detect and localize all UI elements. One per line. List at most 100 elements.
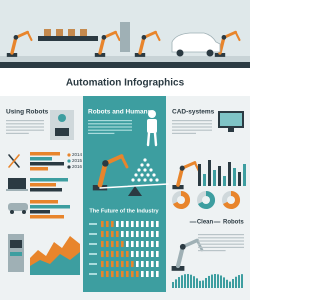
person-icon — [126, 231, 129, 237]
robot-joint — [179, 165, 185, 171]
person — [140, 163, 144, 167]
bar — [199, 280, 201, 288]
bar — [238, 172, 241, 186]
person — [146, 163, 150, 167]
text-placeholder — [6, 132, 29, 134]
tool — [8, 154, 20, 168]
person-icon — [106, 241, 109, 247]
bar — [208, 160, 211, 186]
person — [146, 173, 150, 177]
robot-leg — [146, 131, 151, 147]
floor — [0, 56, 250, 62]
person-icon — [131, 221, 134, 227]
person-icon — [101, 251, 104, 257]
laptop-base — [6, 189, 28, 191]
person-icon — [101, 271, 104, 277]
machine-part — [10, 252, 22, 256]
area — [30, 252, 80, 275]
year-placeholder — [89, 233, 97, 235]
bar — [220, 275, 222, 288]
robot-base — [94, 53, 106, 57]
bar — [172, 282, 174, 288]
person-icon — [156, 271, 159, 277]
person-icon — [116, 241, 119, 247]
person-icon — [101, 241, 104, 247]
person-icon — [151, 241, 154, 247]
person-icon — [136, 261, 139, 267]
bar — [228, 162, 231, 186]
text-placeholder — [6, 126, 44, 128]
wheel — [176, 49, 184, 57]
person-icon — [136, 221, 139, 227]
legend-dot — [67, 165, 71, 169]
person — [155, 178, 159, 182]
person-icon — [111, 251, 114, 257]
bar — [203, 174, 206, 186]
person-icon — [141, 271, 144, 277]
text-placeholder — [88, 132, 115, 134]
robot-leg — [153, 131, 158, 147]
bar — [30, 205, 70, 209]
box — [68, 29, 75, 36]
bar — [226, 279, 228, 288]
bar — [184, 274, 186, 288]
year-placeholder — [89, 273, 97, 275]
person-icon — [106, 261, 109, 267]
person-icon — [141, 221, 144, 227]
page: Automation Infographics Using Robots 2014 2… — [0, 0, 250, 300]
bar — [217, 274, 219, 288]
section-title: The Future of the Industry — [89, 208, 159, 214]
person-icon — [101, 231, 104, 237]
bar — [235, 276, 237, 288]
bar — [175, 279, 177, 288]
bar — [208, 275, 210, 288]
text-placeholder — [6, 120, 44, 122]
wheel — [22, 210, 26, 214]
bar — [30, 215, 64, 219]
robot-joint — [101, 35, 107, 40]
person-icon — [121, 221, 124, 227]
person-icon — [121, 251, 124, 257]
machine-part — [10, 240, 22, 248]
bar — [243, 164, 246, 186]
person-icon — [101, 261, 104, 267]
person-icon — [146, 271, 149, 277]
person-icon — [126, 221, 129, 227]
seesaw-beam — [99, 183, 169, 189]
person-icon — [131, 261, 134, 267]
person — [140, 173, 144, 177]
person-icon — [131, 241, 134, 247]
bar — [223, 277, 225, 288]
wheel — [10, 210, 14, 214]
robot-arm — [175, 244, 185, 269]
person-icon — [151, 221, 154, 227]
person-icon — [116, 261, 119, 267]
person-icon — [101, 221, 104, 227]
robot-base — [134, 53, 146, 57]
person-icon — [156, 251, 159, 257]
text-placeholder — [198, 237, 244, 239]
robot-arm — [234, 31, 241, 42]
bar — [218, 166, 221, 186]
year-placeholder — [89, 243, 97, 245]
text-placeholder — [88, 129, 132, 131]
donut-hole — [177, 196, 185, 204]
bar — [233, 168, 236, 186]
person-icon — [131, 271, 134, 277]
person-icon — [156, 221, 159, 227]
bar — [30, 183, 56, 187]
text-placeholder — [88, 120, 132, 122]
robot-base — [171, 266, 185, 271]
text-placeholder — [198, 240, 244, 242]
person — [143, 158, 147, 162]
legend-dot — [67, 153, 71, 157]
donut-hole — [202, 196, 210, 204]
person-icon — [121, 271, 124, 277]
car — [171, 32, 221, 53]
section-title: Clean — [197, 220, 214, 226]
person — [143, 168, 147, 172]
wheel — [206, 49, 214, 57]
section-title: Robots and Humans — [88, 109, 152, 116]
bar — [30, 200, 58, 204]
